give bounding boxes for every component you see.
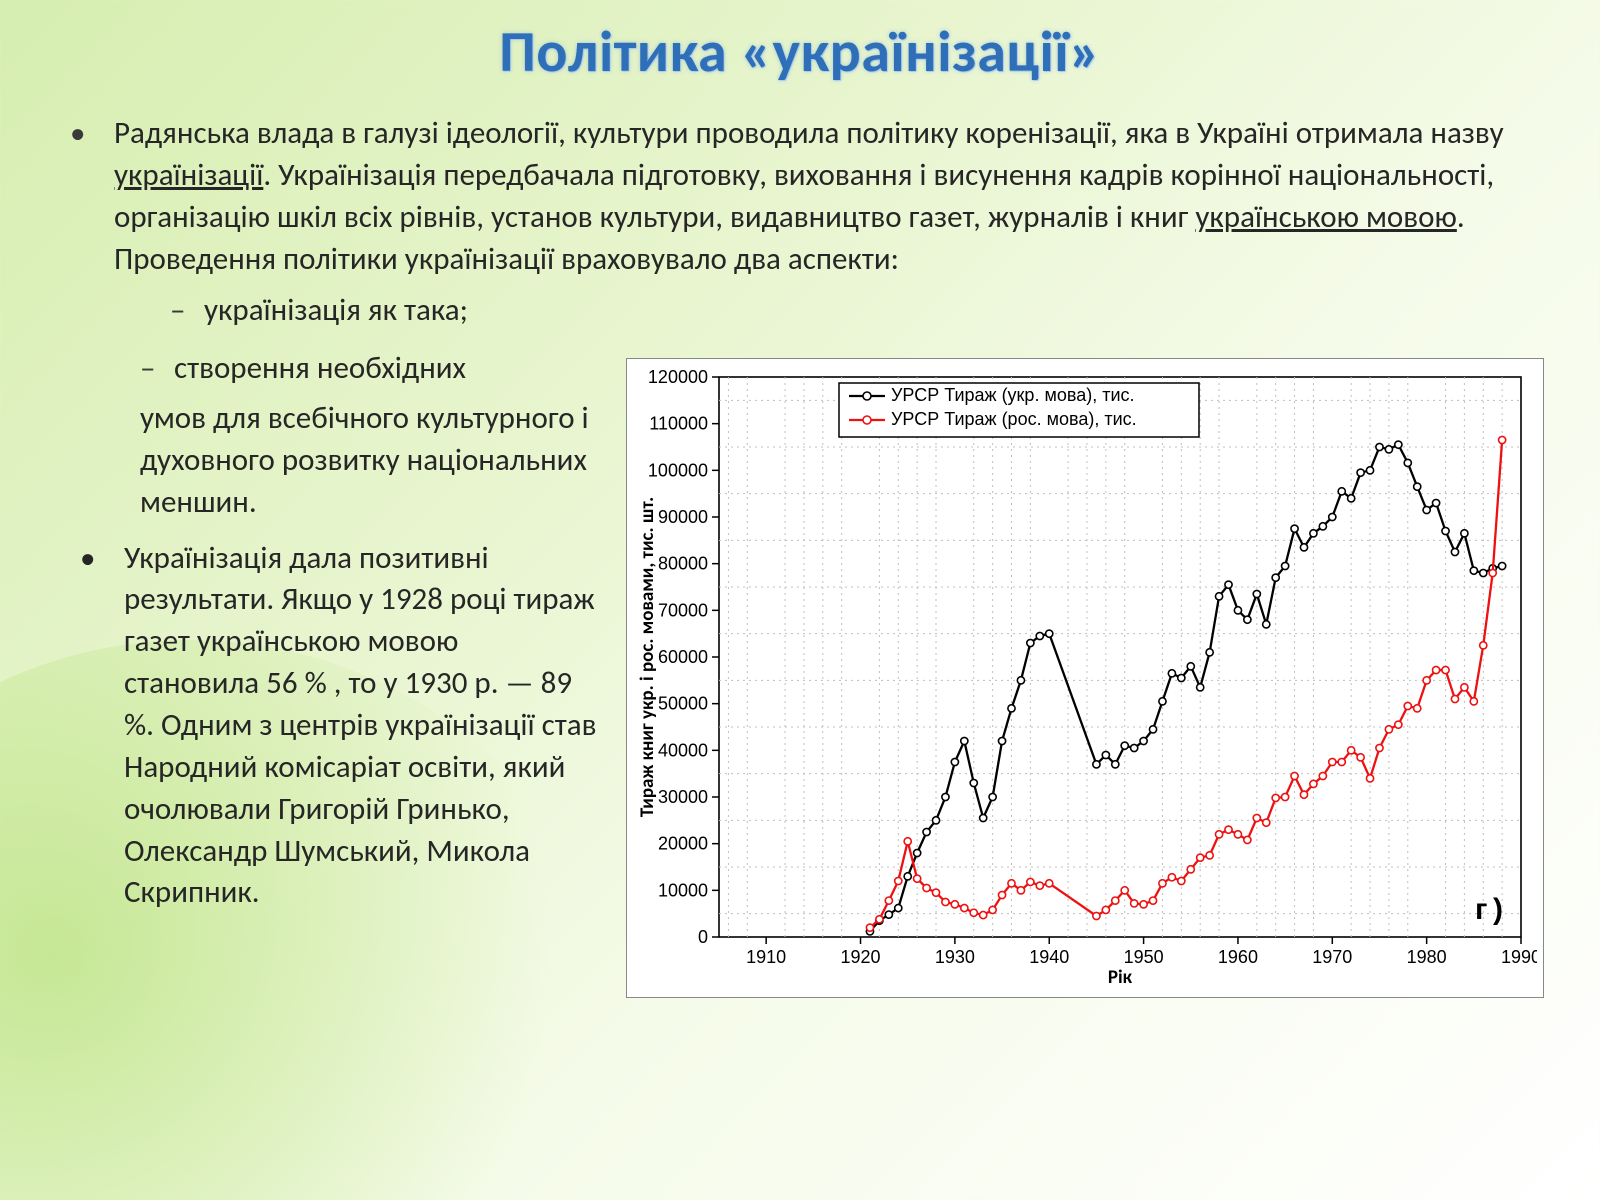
body-text: Радянська влада в галузі ідеології, куль… <box>40 113 1560 998</box>
svg-text:80000: 80000 <box>658 554 708 574</box>
svg-text:30000: 30000 <box>658 787 708 807</box>
svg-text:1970: 1970 <box>1312 947 1352 967</box>
svg-text:): ) <box>1493 893 1503 926</box>
svg-text:1930: 1930 <box>935 947 975 967</box>
svg-text:20000: 20000 <box>658 834 708 854</box>
svg-text:1990: 1990 <box>1501 947 1537 967</box>
svg-text:г: г <box>1475 893 1488 926</box>
sub-bullet-2: створення необхідних <box>140 348 600 390</box>
svg-text:120000: 120000 <box>648 367 708 387</box>
chart-container: 1910 1920 1930 1940 1950 1960 1970 1980 1990 0 100… <box>626 358 1560 998</box>
chart-frame: 1910 1920 1930 1940 1950 1960 1970 1980 1990 0 100… <box>626 358 1544 998</box>
svg-text:50000: 50000 <box>658 694 708 714</box>
page-title: Політика «українізації» <box>40 16 1560 87</box>
svg-text:100000: 100000 <box>648 461 708 481</box>
sub-bullet-2-cont: умов для всебічного культурного і духовн… <box>140 398 600 524</box>
svg-text:110000: 110000 <box>649 414 708 434</box>
line-chart: 1910 1920 1930 1940 1950 1960 1970 1980 1990 0 100… <box>633 365 1537 991</box>
left-column: створення необхідних умов для всебічного… <box>70 340 600 914</box>
paragraph-1: Радянська влада в галузі ідеології, куль… <box>70 113 1560 280</box>
svg-text:60000: 60000 <box>658 647 708 667</box>
svg-text:70000: 70000 <box>658 601 708 621</box>
p1-underline-2: українською мовою <box>1195 198 1456 236</box>
p1-underline-1: українізації <box>114 156 263 194</box>
svg-text:Рік: Рік <box>1108 966 1133 989</box>
svg-text:УРСР Тираж (рос. мова), тис.: УРСР Тираж (рос. мова), тис. <box>891 409 1137 429</box>
svg-text:1980: 1980 <box>1407 947 1447 967</box>
p1-pre: Радянська влада в галузі ідеології, куль… <box>114 114 1504 152</box>
svg-text:40000: 40000 <box>658 741 708 761</box>
svg-text:1950: 1950 <box>1124 947 1164 967</box>
sub-bullet-1: українізація як така; <box>170 290 1560 332</box>
svg-text:90000: 90000 <box>658 507 708 527</box>
svg-text:1940: 1940 <box>1029 947 1069 967</box>
svg-text:УРСР Тираж (укр. мова), тис.: УРСР Тираж (укр. мова), тис. <box>891 385 1135 405</box>
svg-text:Тираж книг укр. і рос. мовами,: Тираж книг укр. і рос. мовами, тис. шт. <box>636 497 659 817</box>
paragraph-2: Українізація дала позитивні результати. … <box>80 538 600 915</box>
svg-text:10000: 10000 <box>658 881 708 901</box>
svg-text:0: 0 <box>698 927 708 947</box>
svg-text:1920: 1920 <box>841 947 881 967</box>
svg-text:1960: 1960 <box>1218 947 1258 967</box>
svg-text:1910: 1910 <box>746 947 786 967</box>
